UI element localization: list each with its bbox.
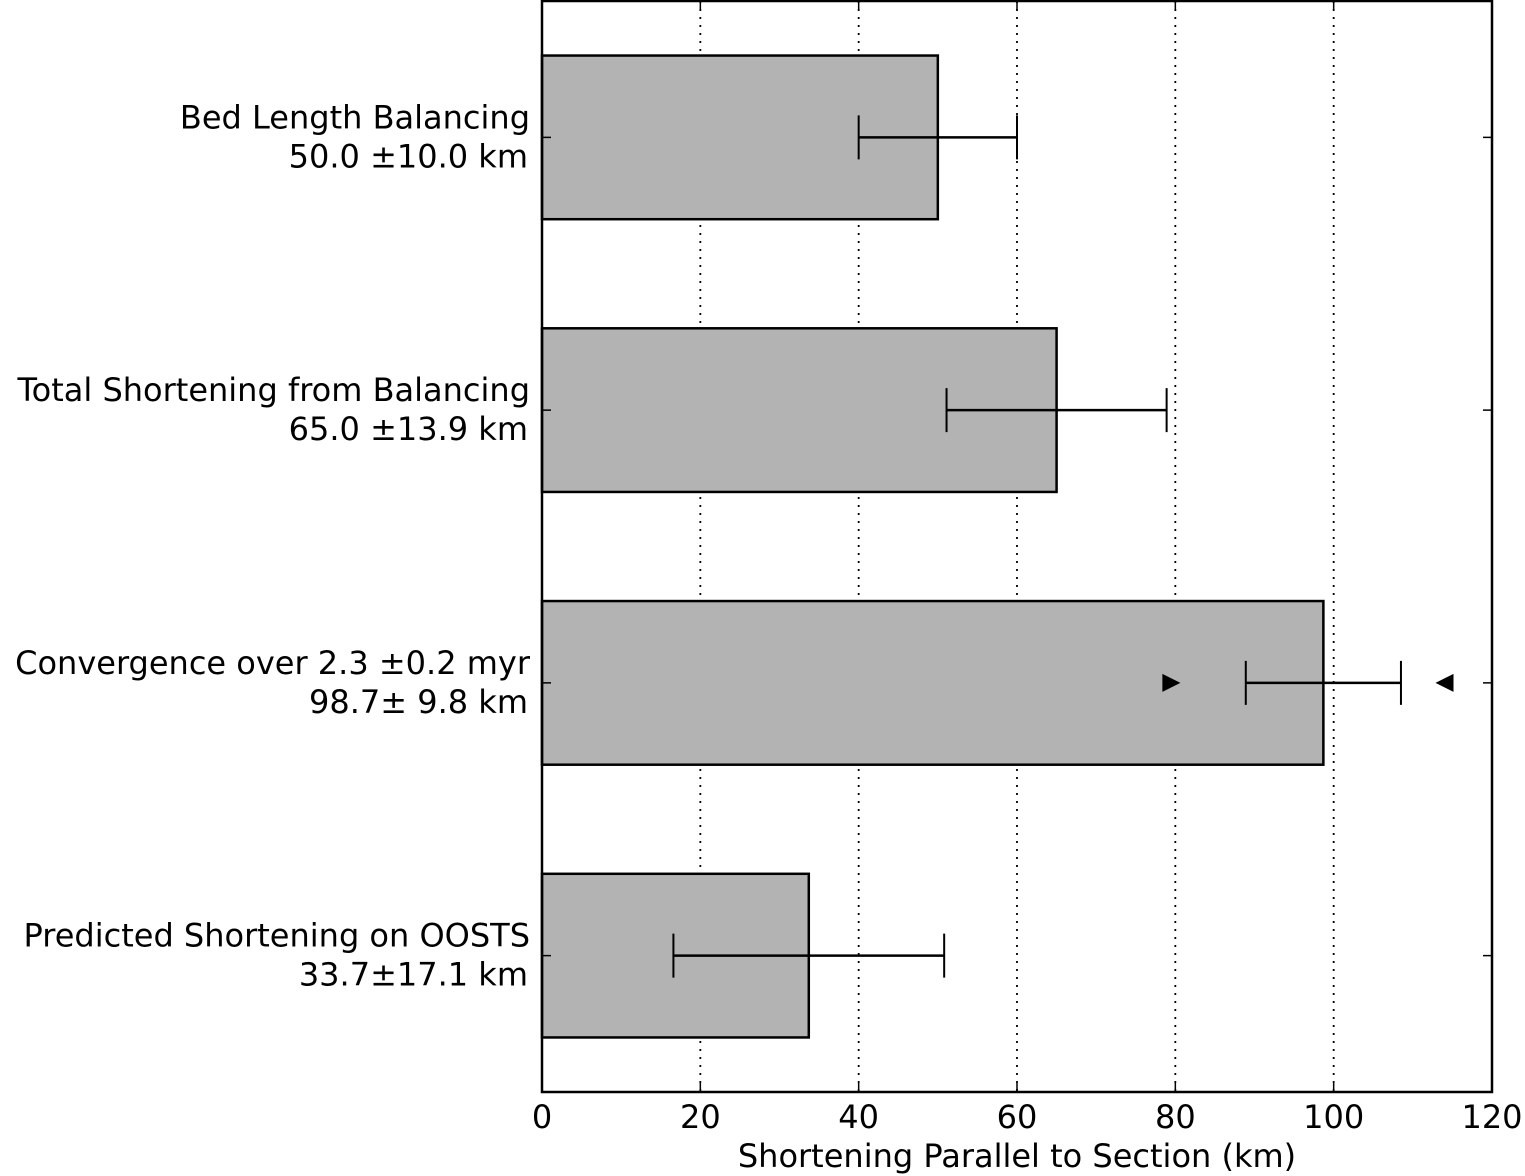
x-tick-label: 80: [1155, 1098, 1196, 1136]
x-tick-label: 120: [1461, 1098, 1522, 1136]
category-value-label: 50.0 ±10.0 km: [289, 137, 528, 175]
category-label: Predicted Shortening on OOSTS: [24, 917, 530, 955]
category-value-label: 33.7±17.1 km: [299, 956, 528, 994]
category-value-label: 65.0 ±13.9 km: [289, 410, 528, 448]
x-tick-label: 60: [997, 1098, 1038, 1136]
category-label: Convergence over 2.3 ±0.2 myr: [15, 644, 531, 682]
category-label: Total Shortening from Balancing: [17, 371, 530, 409]
grid-lines: [699, 1, 1335, 1092]
x-axis-title: Shortening Parallel to Section (km): [738, 1137, 1296, 1175]
marker-triangle-right: [1162, 673, 1181, 692]
x-tick-label: 40: [838, 1098, 879, 1136]
x-tick-label: 100: [1303, 1098, 1364, 1136]
error-bars: [672, 115, 1402, 978]
category-label: Bed Length Balancing: [180, 98, 530, 136]
bar: [540, 599, 1325, 766]
x-tick-label: 20: [680, 1098, 721, 1136]
markers: [1162, 673, 1454, 692]
category-value-label: 98.7± 9.8 km: [309, 683, 528, 721]
bars: [540, 54, 1325, 1039]
marker-triangle-left: [1435, 673, 1454, 692]
x-tick-label: 0: [532, 1098, 552, 1136]
axis-ticks: 0 20 40 60 80 100 120: [532, 1, 1523, 1136]
